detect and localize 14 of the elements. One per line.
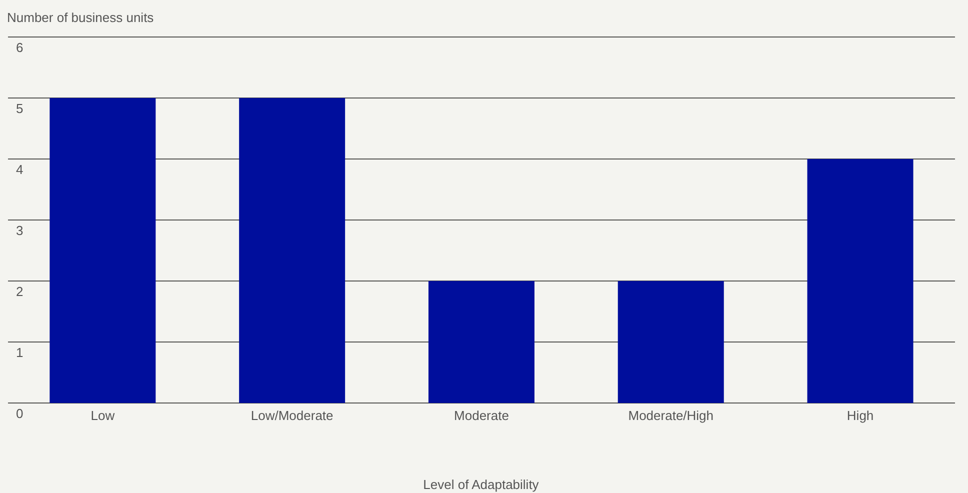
- y-tick-label: 0: [16, 406, 24, 421]
- y-tick-label: 5: [16, 101, 24, 116]
- y-tick-label: 3: [16, 223, 24, 238]
- y-tick-label: 6: [16, 40, 24, 55]
- x-tick-label: Moderate: [454, 408, 509, 424]
- x-tick-label: Moderate/High: [628, 408, 714, 424]
- x-tick-label: Low/Moderate: [250, 408, 334, 424]
- y-tick-label: 1: [16, 345, 24, 360]
- y-axis-title: Number of business units: [7, 10, 154, 25]
- x-axis-title: Level of Adaptability: [422, 477, 540, 492]
- y-tick-label: 4: [16, 162, 24, 177]
- x-tick-label: Low: [90, 408, 116, 424]
- x-tick-label: High: [846, 408, 874, 424]
- y-tick-label: 2: [16, 284, 24, 299]
